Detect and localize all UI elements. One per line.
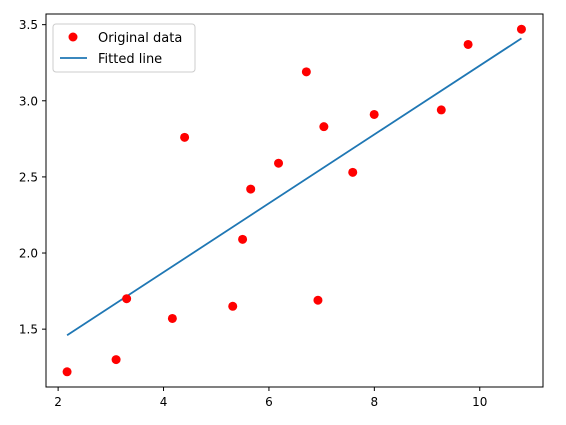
legend: Original data Fitted line [52, 23, 196, 73]
y-tick-label: 2.5 [19, 170, 38, 184]
data-point [228, 301, 238, 311]
legend-box [52, 23, 196, 73]
x-tick-label: 10 [472, 395, 487, 409]
data-point [516, 24, 526, 34]
data-point [246, 184, 256, 194]
data-point [180, 132, 190, 142]
legend-label-fitted-line: Fitted line [98, 52, 162, 67]
data-point [463, 39, 473, 49]
data-point [348, 167, 358, 177]
data-point [369, 109, 379, 119]
y-tick-label: 2.0 [19, 247, 38, 261]
x-tick-label: 2 [54, 395, 62, 409]
data-point [313, 295, 323, 305]
series-layer [62, 24, 526, 377]
data-point [62, 367, 72, 377]
x-axis: 2 4 6 8 10 [54, 387, 487, 409]
data-point [167, 313, 177, 323]
y-tick-label: 1.5 [19, 323, 38, 337]
y-axis: 1.5 2.0 2.5 3.0 3.5 [19, 18, 46, 337]
x-tick-label: 6 [265, 395, 273, 409]
plot-frame [45, 13, 544, 388]
y-tick-label: 3.5 [19, 18, 38, 32]
data-point [436, 105, 446, 115]
data-point [274, 158, 284, 168]
legend-label-original-data: Original data [98, 31, 182, 46]
data-point [111, 355, 121, 365]
legend-marker-original-data [68, 32, 78, 42]
plot-area [45, 13, 544, 388]
x-tick-label: 4 [160, 395, 168, 409]
x-tick-label: 8 [371, 395, 379, 409]
y-tick-label: 3.0 [19, 94, 38, 108]
data-point [301, 67, 311, 77]
data-point [238, 234, 248, 244]
data-point [122, 294, 132, 304]
fitted-line [66, 37, 522, 336]
data-point [319, 122, 329, 132]
